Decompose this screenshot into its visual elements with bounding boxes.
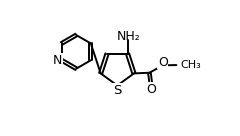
Text: O: O bbox=[158, 56, 168, 69]
Text: N: N bbox=[53, 54, 62, 67]
Text: S: S bbox=[113, 84, 121, 97]
Text: NH₂: NH₂ bbox=[116, 30, 140, 43]
Text: O: O bbox=[146, 83, 156, 96]
Text: CH₃: CH₃ bbox=[180, 60, 201, 70]
